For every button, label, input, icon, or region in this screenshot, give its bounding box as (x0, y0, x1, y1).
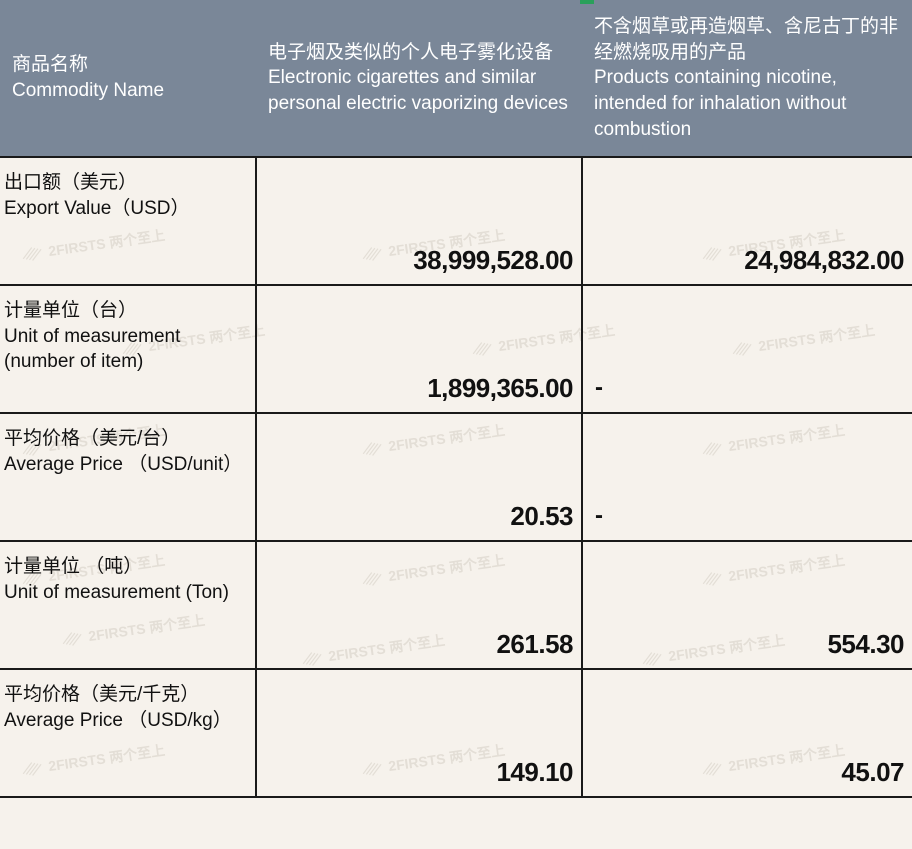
row-label: 出口额（美元） Export Value（USD） (0, 157, 256, 285)
table-row: 平均价格（美元/台）Average Price （USD/unit） 20.53- (0, 413, 912, 541)
cell-value: 1,899,365.00 (427, 373, 573, 404)
row-label-en: Unit of measurement (number of item) (4, 324, 245, 375)
header-col1-cn: 商品名称 (12, 52, 244, 78)
header-commodity-name: 商品名称 Commodity Name (0, 0, 256, 157)
cell-value: - (595, 502, 603, 530)
header-row: 商品名称 Commodity Name 电子烟及类似的个人电子雾化设备 Elec… (0, 0, 912, 157)
row-value-col2: 554.30 (582, 541, 912, 669)
row-label-en: Average Price （USD/unit） (4, 452, 245, 478)
header-col2-cn: 电子烟及类似的个人电子雾化设备 (268, 40, 570, 66)
cell-value: - (595, 374, 603, 402)
header-col1-en: Commodity Name (12, 78, 244, 104)
row-label: 平均价格（美元/千克）Average Price （USD/kg） (0, 669, 256, 797)
row-label: 计量单位（台）Unit of measurement (number of it… (0, 285, 256, 413)
row-label-cn: 计量单位 （吨） (4, 554, 245, 580)
table-row: 平均价格（美元/千克）Average Price （USD/kg） 149.10 4… (0, 669, 912, 797)
cell-value: 554.30 (827, 629, 904, 660)
row-label: 平均价格（美元/台）Average Price （USD/unit） (0, 413, 256, 541)
row-value-col2: - (582, 285, 912, 413)
row-value-col1: 149.10 (256, 669, 582, 797)
header-ecig: 电子烟及类似的个人电子雾化设备 Electronic cigarettes an… (256, 0, 582, 157)
row-label-cn: 平均价格（美元/台） (4, 426, 245, 452)
row-value-col1: 1,899,365.00 (256, 285, 582, 413)
data-table: 商品名称 Commodity Name 电子烟及类似的个人电子雾化设备 Elec… (0, 0, 912, 798)
row-label-en: Unit of measurement (Ton) (4, 580, 245, 606)
row-label-cn: 平均价格（美元/千克） (4, 682, 245, 708)
cell-value: 38,999,528.00 (413, 245, 573, 276)
header-col2-en: Electronic cigarettes and similar person… (268, 65, 570, 116)
row-label-en: Average Price （USD/kg） (4, 708, 245, 734)
table-row: 出口额（美元） Export Value（USD） 38,999,528.00 24… (0, 157, 912, 285)
row-value-col1: 20.53 (256, 413, 582, 541)
cell-value: 20.53 (510, 501, 573, 532)
table-row: 计量单位（台）Unit of measurement (number of it… (0, 285, 912, 413)
cell-value: 24,984,832.00 (744, 245, 904, 276)
row-value-col1: 261.58 (256, 541, 582, 669)
row-value-col1: 38,999,528.00 (256, 157, 582, 285)
cell-value: 45.07 (841, 757, 904, 788)
table-body: 出口额（美元） Export Value（USD） 38,999,528.00 24… (0, 157, 912, 797)
row-label-en: Export Value（USD） (4, 196, 245, 222)
cell-value: 261.58 (496, 629, 573, 660)
row-label-cn: 出口额（美元） (4, 170, 245, 196)
row-value-col2: - (582, 413, 912, 541)
cell-value: 149.10 (496, 757, 573, 788)
table-row: 计量单位 （吨）Unit of measurement (Ton) 261.58 5… (0, 541, 912, 669)
top-green-mark (580, 0, 594, 4)
row-label: 计量单位 （吨）Unit of measurement (Ton) (0, 541, 256, 669)
header-nicotine: 不含烟草或再造烟草、含尼古丁的非经燃烧吸用的产品 Products contai… (582, 0, 912, 157)
header-col3-cn: 不含烟草或再造烟草、含尼古丁的非经燃烧吸用的产品 (594, 14, 900, 65)
header-col3-en: Products containing nicotine, intended f… (594, 65, 900, 142)
row-label-cn: 计量单位（台） (4, 298, 245, 324)
row-value-col2: 24,984,832.00 (582, 157, 912, 285)
row-value-col2: 45.07 (582, 669, 912, 797)
